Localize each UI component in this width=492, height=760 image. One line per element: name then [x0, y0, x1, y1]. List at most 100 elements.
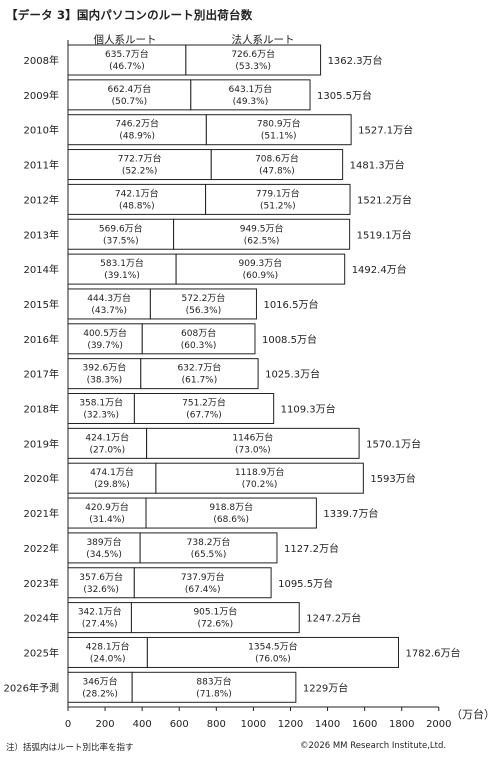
corporate-share-label: (49.3%)	[233, 97, 269, 107]
corporate-value-label: 918.8万台	[209, 501, 253, 513]
total-label: 1593万台	[370, 472, 415, 485]
personal-value-label: 444.3万台	[87, 292, 131, 304]
bar-segment-personal	[67, 114, 207, 146]
bar-segment-personal	[67, 149, 212, 181]
personal-value-label: 392.6万台	[83, 362, 127, 374]
corporate-value-label: 909.3万台	[239, 257, 283, 269]
chart-title: 【データ 3】国内パソコンのルート別出荷台数	[6, 8, 253, 22]
bar-segment-corporate	[133, 393, 275, 424]
corporate-value-label: 1146万台	[232, 431, 273, 443]
corporate-value-label: 608万台	[181, 327, 216, 339]
corporate-value-label: 905.1万台	[193, 606, 237, 618]
x-tick-label: 0	[65, 719, 71, 730]
personal-value-label: 474.1万台	[90, 466, 134, 478]
corporate-value-label: 643.1万台	[229, 83, 273, 95]
total-label: 1247.2万台	[306, 612, 361, 625]
corporate-value-label: 726.6万台	[231, 48, 275, 60]
year-label: 2008年	[24, 54, 59, 67]
personal-share-label: (31.4%)	[89, 515, 125, 525]
total-label: 1527.1万台	[358, 124, 413, 137]
corporate-value-label: 949.5万台	[240, 222, 284, 234]
personal-value-label: 742.1万台	[115, 187, 159, 199]
corporate-share-label: (51.1%)	[261, 132, 297, 142]
bar-segment-personal	[67, 358, 142, 390]
personal-share-label: (37.5%)	[103, 236, 139, 246]
corporate-share-label: (70.2%)	[242, 480, 278, 490]
personal-value-label: 400.5万台	[83, 327, 127, 339]
year-label: 2024年	[24, 612, 59, 625]
personal-value-label: 420.9万台	[85, 501, 129, 513]
total-label: 1008.5万台	[262, 333, 317, 346]
x-tick-label: 400	[133, 719, 152, 730]
corporate-value-label: 1118.9万台	[235, 466, 285, 478]
bar-segment-personal	[67, 218, 175, 250]
unit-label: （万台）	[451, 708, 492, 721]
corporate-share-label: (56.3%)	[186, 306, 222, 316]
personal-share-label: (24.0%)	[90, 654, 126, 664]
year-label: 2013年	[24, 228, 59, 241]
bar-segment-corporate	[155, 462, 364, 494]
personal-share-label: (39.1%)	[104, 271, 140, 281]
personal-share-label: (28.2%)	[82, 689, 118, 699]
bar-segment-corporate	[139, 532, 278, 564]
bar-segment-corporate	[205, 183, 351, 215]
bar-segment-personal	[67, 44, 187, 76]
bar-segment-corporate	[146, 427, 360, 459]
corporate-share-label: (72.6%)	[198, 620, 234, 630]
total-label: 1016.5万台	[263, 298, 318, 311]
total-label: 1570.1万台	[366, 437, 421, 450]
year-label: 2017年	[24, 368, 59, 381]
bar-segment-corporate	[145, 497, 317, 529]
personal-value-label: 357.6万台	[79, 571, 123, 583]
bar-segment-personal	[67, 427, 148, 459]
year-label: 2018年	[24, 403, 59, 416]
total-label: 1305.5万台	[317, 89, 372, 102]
total-label: 1095.5万台	[278, 577, 333, 590]
x-tick-label: 1800	[389, 719, 414, 730]
corporate-share-label: (76.0%)	[255, 654, 291, 664]
personal-share-label: (48.9%)	[119, 132, 155, 142]
year-label: 2014年	[24, 263, 59, 276]
personal-share-label: (43.7%)	[91, 306, 127, 316]
bar-segment-corporate	[130, 602, 300, 634]
personal-value-label: 389万台	[86, 536, 121, 548]
personal-share-label: (32.6%)	[83, 585, 119, 595]
total-label: 1481.3万台	[350, 159, 405, 172]
personal-share-label: (32.3%)	[83, 411, 119, 421]
personal-share-label: (34.5%)	[86, 550, 122, 560]
corporate-share-label: (60.3%)	[181, 341, 217, 351]
bar-segment-personal	[67, 532, 141, 564]
personal-value-label: 342.1万台	[78, 606, 122, 618]
bar-segment-corporate	[205, 114, 352, 146]
personal-share-label: (27.4%)	[82, 620, 118, 630]
bar-segment-corporate	[190, 79, 311, 111]
personal-share-label: (46.7%)	[109, 62, 145, 72]
legend-corporate-route: 法人系ルート	[231, 34, 295, 46]
year-label: 2020年	[24, 472, 59, 485]
total-label: 1339.7万台	[323, 507, 378, 520]
year-label: 2016年	[24, 333, 59, 346]
corporate-value-label: 572.2万台	[182, 292, 226, 304]
corporate-share-label: (51.2%)	[260, 201, 296, 211]
personal-share-label: (39.7%)	[87, 341, 123, 351]
bar-segment-corporate	[140, 358, 259, 390]
bar-segment-personal	[67, 497, 147, 529]
personal-value-label: 424.1万台	[85, 431, 129, 443]
total-label: 1521.2万台	[357, 193, 412, 206]
bar-segment-personal	[67, 323, 143, 355]
personal-value-label: 583.1万台	[100, 257, 144, 269]
bar-segment-corporate	[133, 567, 272, 599]
bar-segment-corporate	[146, 636, 399, 668]
bar-segment-corporate	[141, 323, 256, 355]
personal-value-label: 346万台	[82, 675, 117, 687]
bar-segment-corporate	[173, 218, 351, 250]
bar-segment-corporate	[149, 288, 257, 320]
total-label: 1025.3万台	[265, 368, 320, 381]
corporate-value-label: 1354.5万台	[248, 640, 298, 652]
corporate-share-label: (67.7%)	[186, 411, 222, 421]
bar-segment-corporate	[175, 253, 346, 285]
corporate-value-label: 737.9万台	[181, 571, 225, 583]
x-tick-label: 200	[96, 719, 115, 730]
x-tick-label: 2000	[426, 719, 451, 730]
